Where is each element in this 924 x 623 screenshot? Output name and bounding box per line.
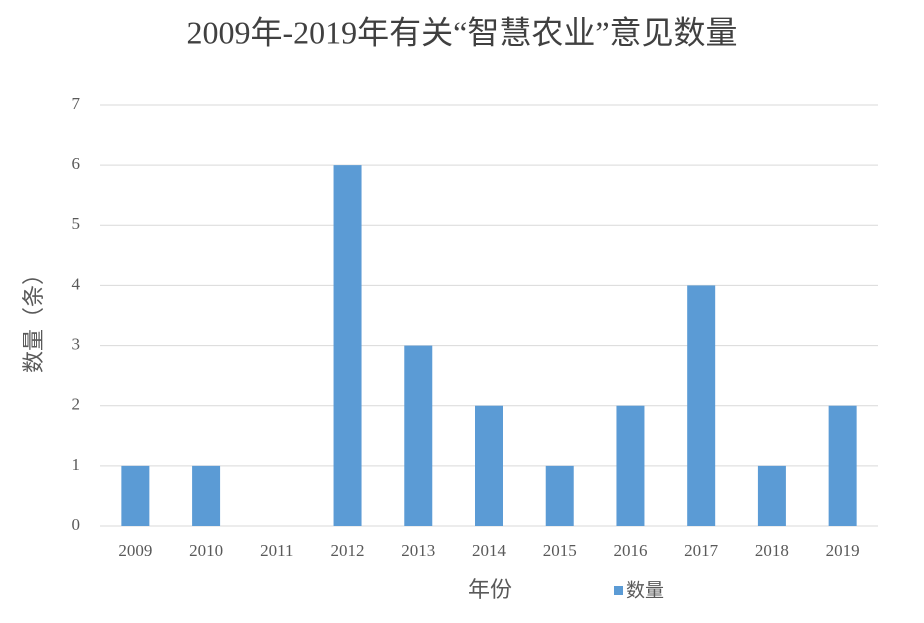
bar (828, 405, 857, 526)
y-tick-label: 5 (72, 214, 81, 233)
y-tick-label: 0 (72, 515, 81, 534)
x-tick-label: 2019 (826, 541, 860, 560)
y-tick-label: 2 (72, 395, 81, 414)
y-axis-label: 数量（条） (21, 263, 46, 373)
bar (757, 465, 786, 526)
y-tick-label: 7 (72, 94, 81, 113)
bar (192, 465, 221, 526)
x-tick-label: 2016 (613, 541, 647, 560)
y-tick-label: 1 (72, 455, 81, 474)
chart-title: 2009年-2019年有关“智慧农业”意见数量 (186, 14, 737, 50)
y-tick-label: 6 (72, 154, 81, 173)
x-tick-label: 2010 (189, 541, 223, 560)
bar (616, 405, 645, 526)
x-tick-label: 2017 (684, 541, 719, 560)
x-tick-label: 2013 (401, 541, 435, 560)
y-tick-label: 4 (72, 274, 81, 293)
legend-label: 数量 (626, 580, 664, 602)
y-tick-label: 3 (72, 334, 81, 353)
x-tick-label: 2018 (755, 541, 789, 560)
x-tick-label: 2011 (260, 541, 293, 560)
bar (687, 285, 716, 526)
x-tick-label: 2014 (472, 541, 507, 560)
bar (475, 405, 503, 526)
legend-swatch (614, 586, 623, 595)
x-tick-label: 2012 (331, 541, 365, 560)
bar (404, 345, 433, 526)
x-tick-label: 2009 (118, 541, 152, 560)
bar (333, 165, 362, 526)
bar (121, 465, 150, 526)
x-tick-label: 2015 (543, 541, 577, 560)
bar (545, 465, 574, 526)
x-axis-label: 年份 (468, 577, 512, 602)
